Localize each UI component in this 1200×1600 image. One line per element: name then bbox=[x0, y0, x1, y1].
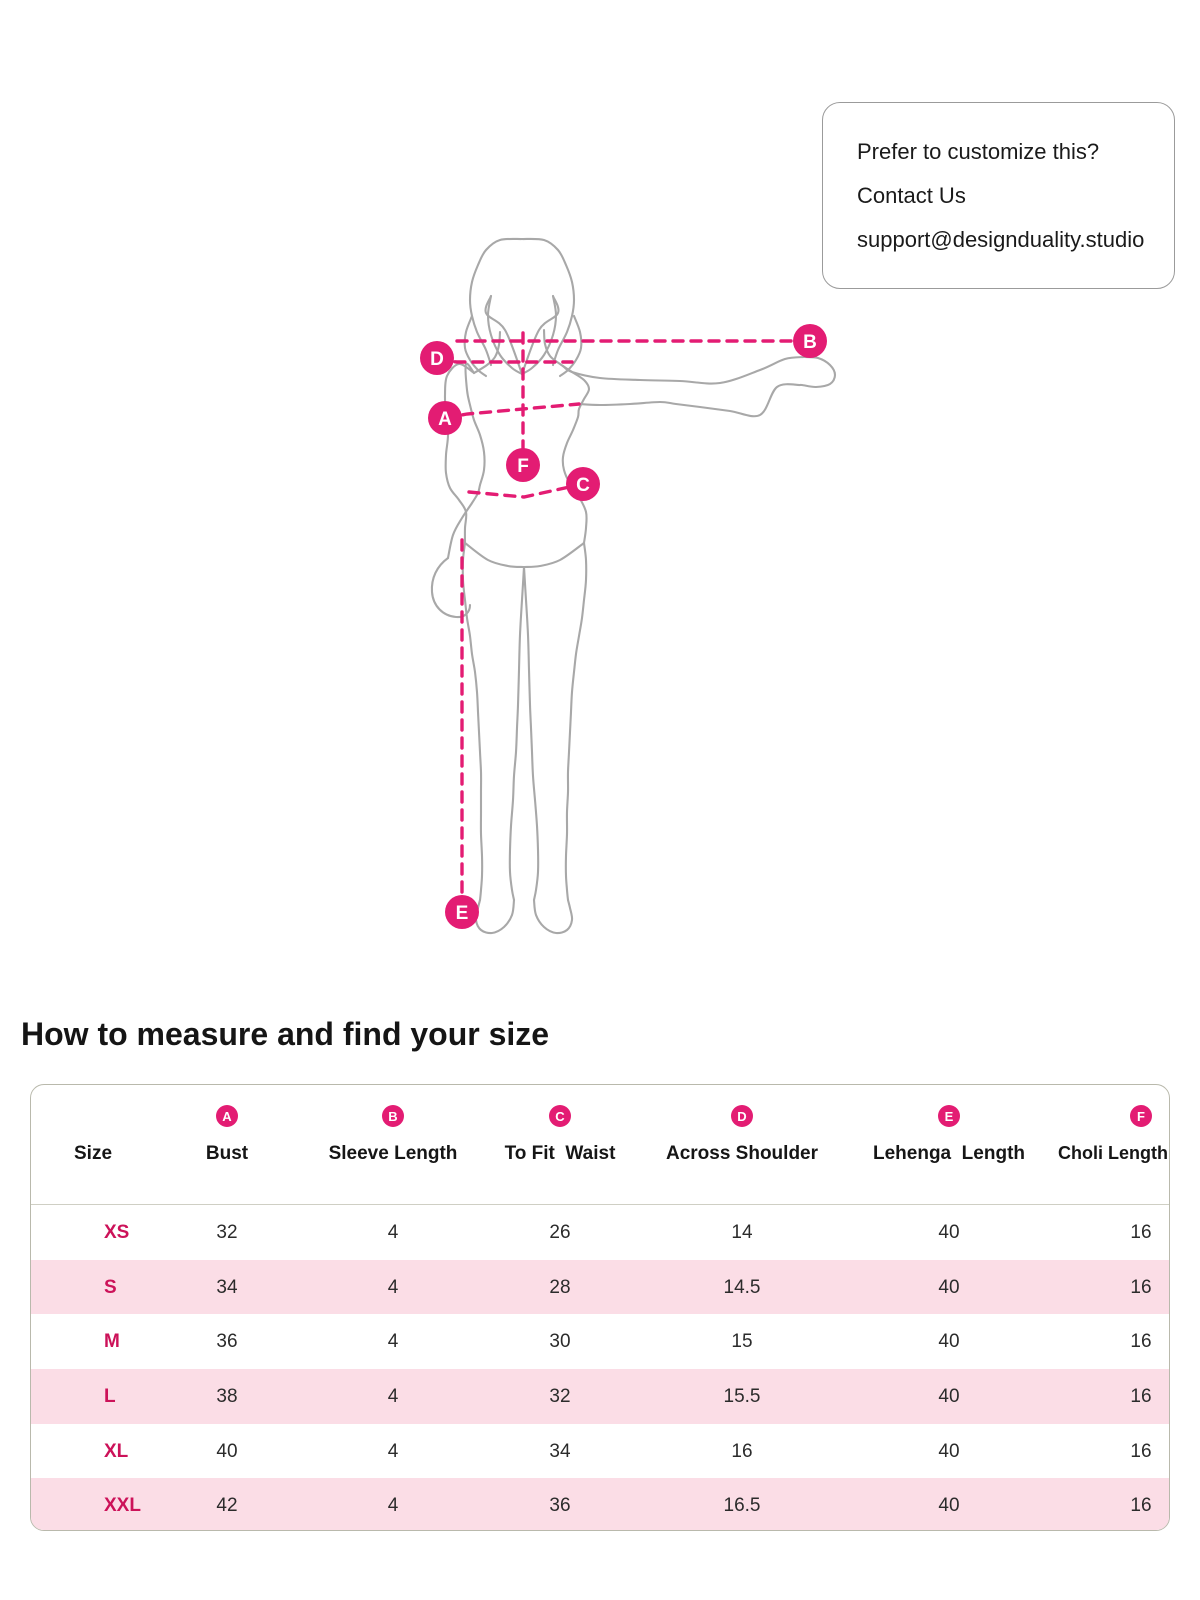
svg-text:D: D bbox=[430, 349, 444, 370]
svg-text:E: E bbox=[456, 903, 469, 924]
svg-text:F: F bbox=[517, 456, 529, 477]
svg-text:B: B bbox=[803, 332, 817, 353]
svg-text:C: C bbox=[576, 475, 590, 496]
svg-text:A: A bbox=[438, 409, 452, 430]
